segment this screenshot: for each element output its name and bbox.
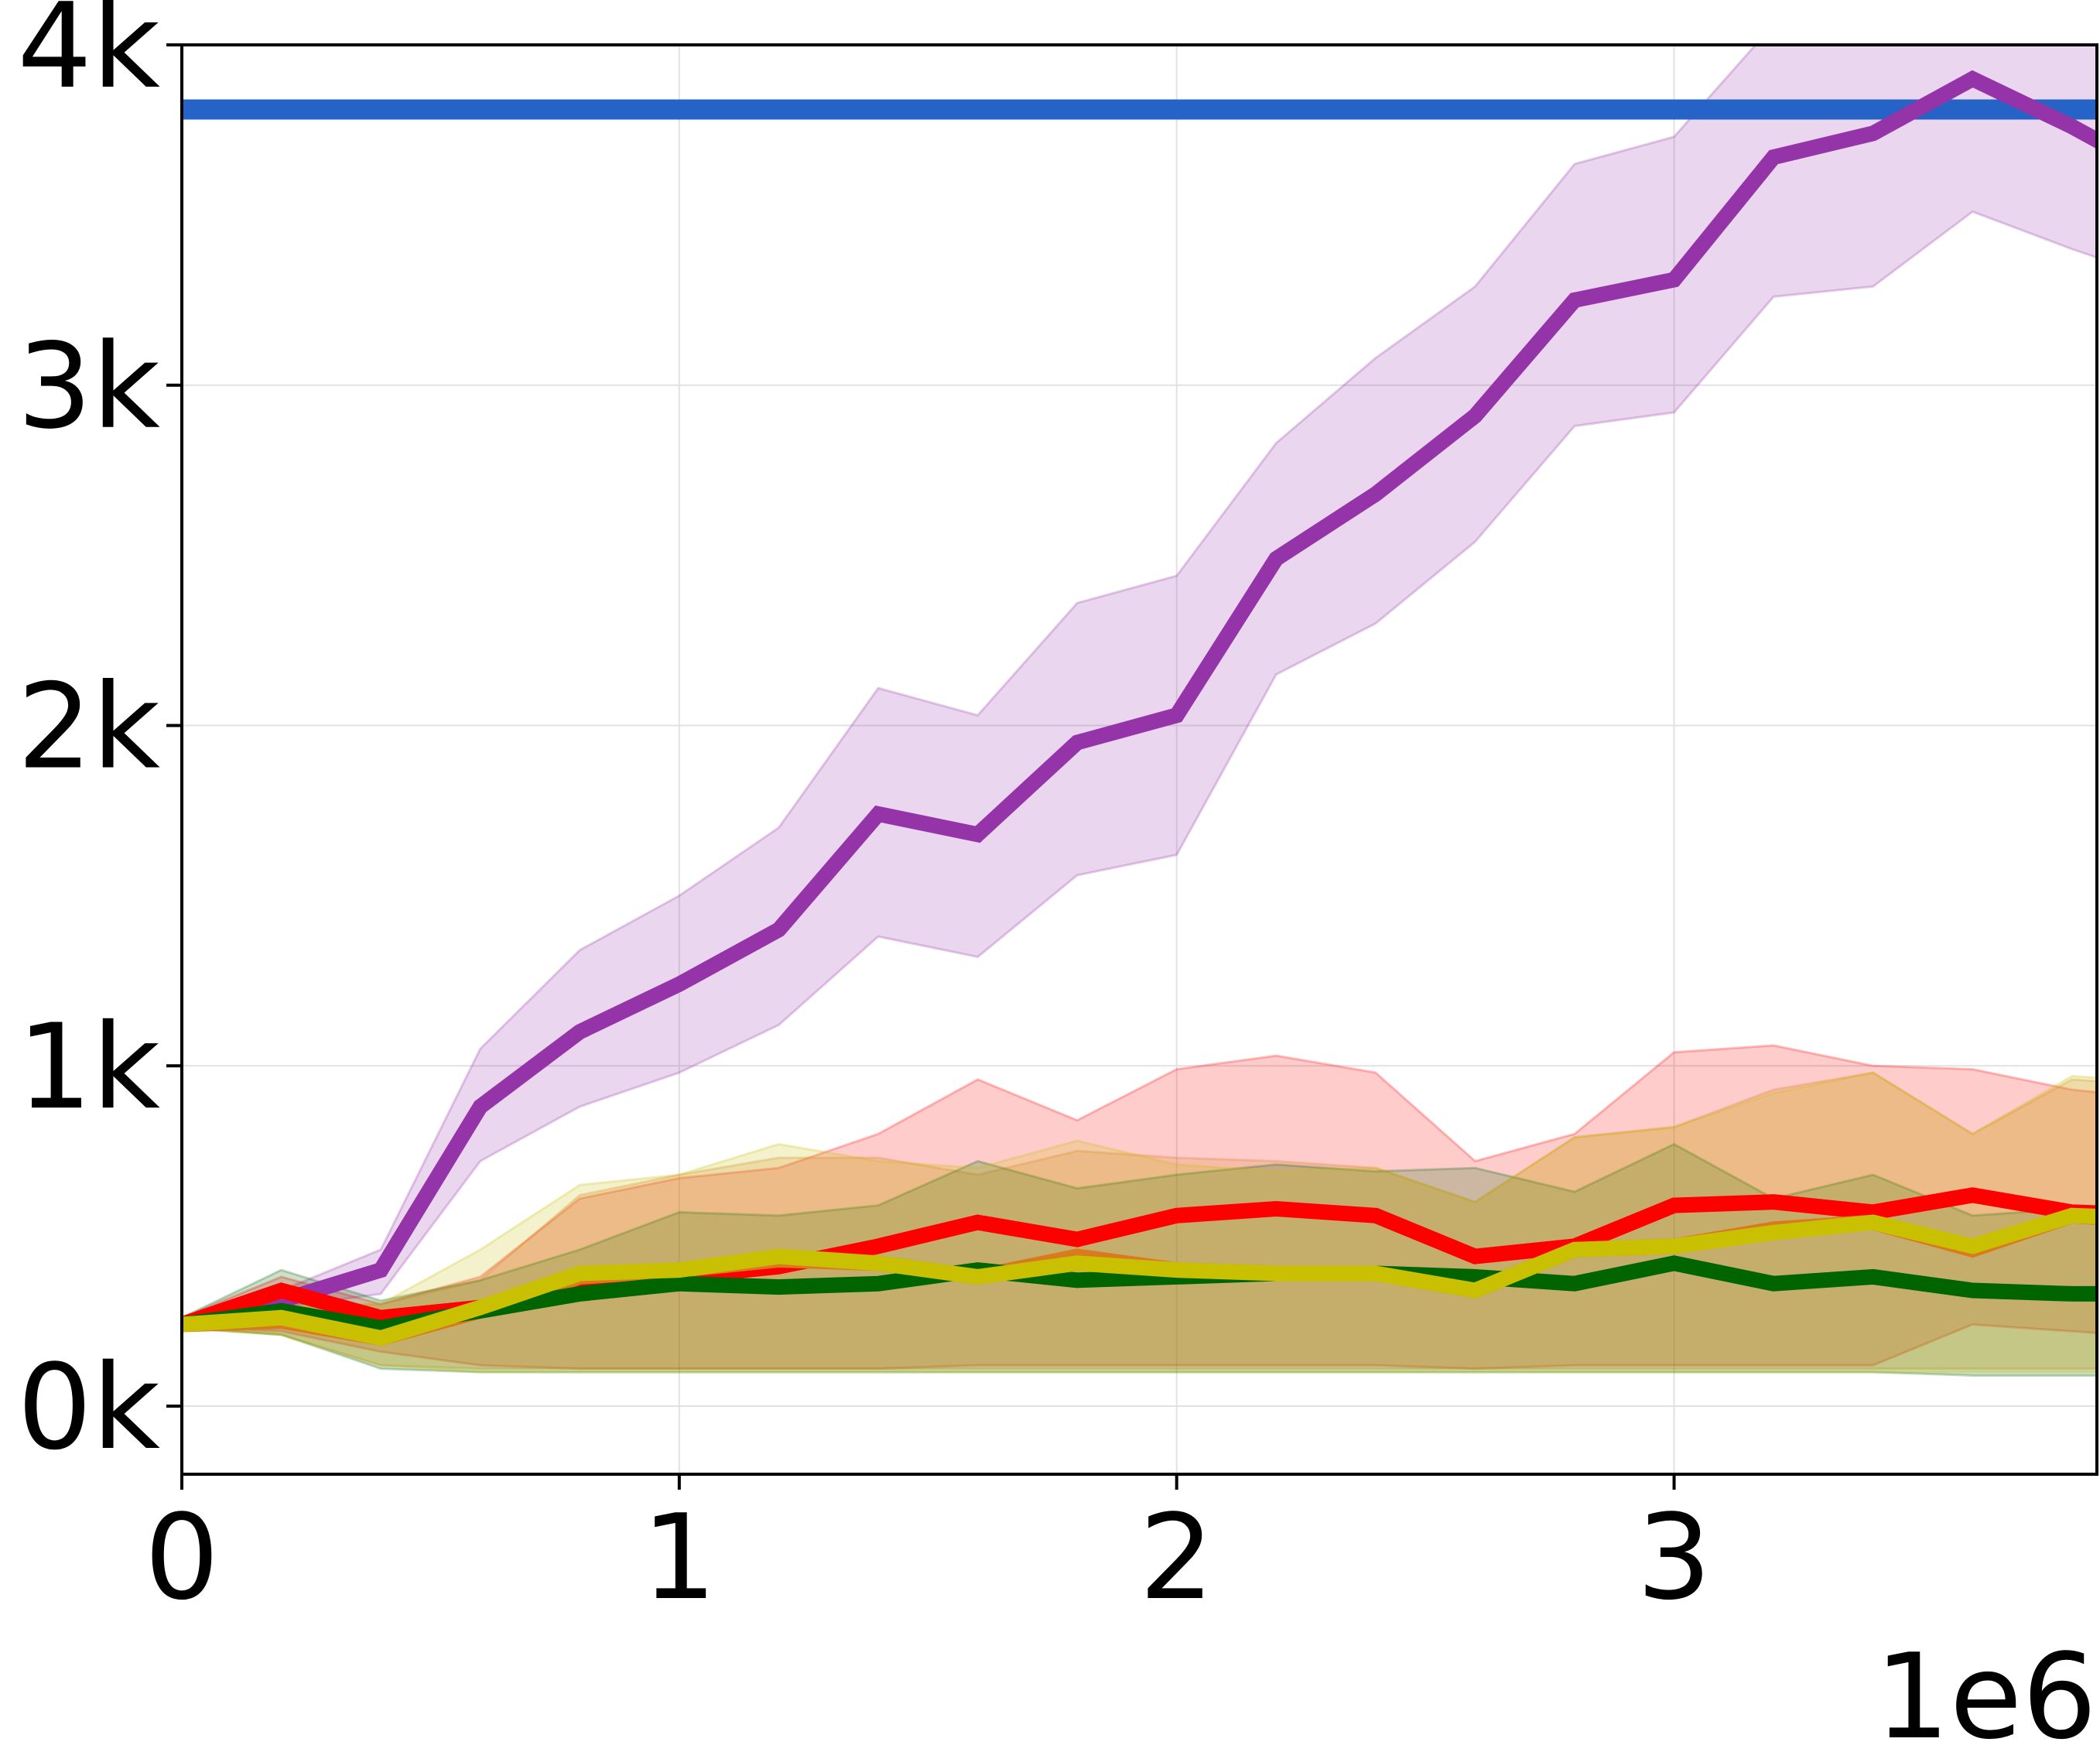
series-1-point bbox=[1972, 78, 1973, 79]
series-4-point bbox=[1475, 1276, 1476, 1277]
series-1-point bbox=[1176, 715, 1177, 716]
series-2-point bbox=[1475, 1256, 1476, 1257]
series-1-band bbox=[182, 45, 2097, 1326]
series-2-point bbox=[1773, 1202, 1774, 1203]
series-5-point bbox=[1972, 1246, 1973, 1247]
series-5-point bbox=[1176, 1270, 1177, 1271]
series-5-point bbox=[1276, 1273, 1277, 1274]
series-1-point bbox=[281, 1300, 282, 1301]
series-5-point bbox=[480, 1307, 481, 1308]
series-5-point bbox=[1375, 1273, 1376, 1274]
series-4-point bbox=[1972, 1290, 1973, 1291]
series-2-point bbox=[878, 1246, 879, 1247]
series-1-point bbox=[1375, 494, 1376, 495]
axis-ticks: 0 1 2 3 0k 1k 2k 3k 4k bbox=[17, 0, 1712, 1626]
y-tick-label: 3k bbox=[17, 318, 160, 455]
series-5-point bbox=[2071, 1215, 2072, 1216]
y-tick-label: 4k bbox=[17, 0, 160, 115]
series-2-point bbox=[1077, 1239, 1078, 1240]
series-2-point bbox=[1276, 1208, 1277, 1209]
plot-frame bbox=[180, 43, 2098, 1476]
series-4-point bbox=[1077, 1280, 1078, 1281]
series-1-point bbox=[977, 834, 978, 835]
series-1-point bbox=[1276, 559, 1277, 560]
series-1-point bbox=[2071, 126, 2072, 127]
series-5-line bbox=[182, 1207, 2097, 1347]
series-2-point bbox=[1972, 1195, 1973, 1196]
confidence-bands bbox=[182, 45, 2097, 1377]
series-5-point bbox=[977, 1276, 978, 1277]
series-5-point bbox=[778, 1256, 779, 1257]
series-1-point bbox=[778, 929, 779, 930]
series-5-point bbox=[1773, 1232, 1774, 1233]
series-2-point bbox=[977, 1222, 978, 1223]
series-2-point bbox=[1375, 1215, 1376, 1216]
x-tick-label: 2 bbox=[1139, 1489, 1214, 1626]
series-4-point bbox=[878, 1283, 879, 1284]
y-tick-label: 1k bbox=[17, 998, 160, 1135]
series-5-point bbox=[1077, 1263, 1078, 1264]
series-1-point bbox=[1773, 157, 1774, 158]
series-1-line bbox=[182, 70, 2097, 1333]
x-tick-label: 0 bbox=[145, 1489, 220, 1626]
x-axis-offset-label: 1e6 bbox=[1875, 1628, 2097, 1759]
series-4-point bbox=[1773, 1283, 1774, 1284]
series-1-point bbox=[878, 813, 879, 814]
x-tick-label: 3 bbox=[1637, 1489, 1712, 1626]
series-1-point bbox=[1077, 742, 1078, 743]
series-2-point bbox=[1176, 1215, 1177, 1216]
series-5-point bbox=[1475, 1290, 1476, 1291]
series-lines bbox=[182, 70, 2097, 1347]
series-5-point bbox=[281, 1317, 282, 1318]
y-tick-label: 2k bbox=[17, 659, 160, 796]
series-4-point bbox=[778, 1287, 779, 1288]
series-5-point bbox=[878, 1263, 879, 1264]
x-tick-label: 1 bbox=[641, 1489, 717, 1626]
series-2-point bbox=[281, 1290, 282, 1291]
series-4-point bbox=[2071, 1293, 2072, 1294]
y-tick-label: 0k bbox=[17, 1339, 160, 1476]
